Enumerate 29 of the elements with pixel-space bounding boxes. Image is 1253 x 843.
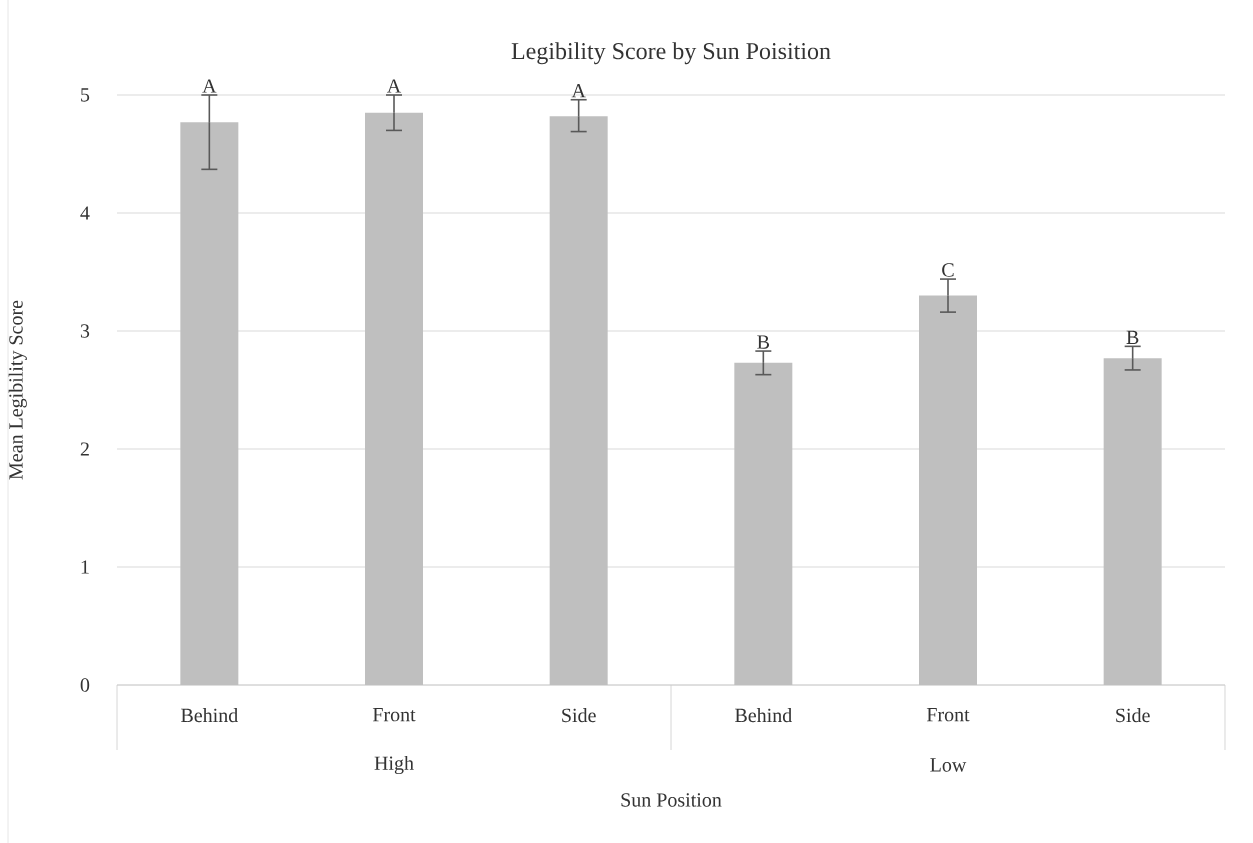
- text: Low: [930, 758, 967, 772]
- x-tick-label: Side: [562, 708, 596, 723]
- y-axis-title: Mean Legibility Score: [8, 300, 27, 480]
- bar: [365, 112, 423, 685]
- bar: [734, 362, 793, 685]
- x-tick-label: Behind: [735, 708, 792, 723]
- bar: [180, 122, 239, 685]
- chart-title: Legibility Score by Sun Poisition: [511, 42, 831, 65]
- annotation: A: [571, 84, 586, 98]
- bar: [549, 116, 608, 685]
- y-tick-label: 1: [81, 560, 89, 574]
- y-tick-label: 5: [81, 88, 90, 102]
- x-axis-title: Sun Position: [621, 793, 722, 807]
- y-tick-label: 0: [80, 678, 90, 692]
- x-tick-label: Front: [372, 708, 416, 722]
- y-tick-label: 2: [80, 442, 89, 456]
- y-tick-label: 4: [80, 206, 90, 220]
- text: A: [202, 79, 217, 93]
- text: High: [374, 755, 414, 775]
- y-tick-label: 3: [80, 324, 90, 338]
- x-tick-label: Behind: [181, 708, 238, 723]
- annotation: B: [1126, 330, 1139, 344]
- x-tick-label: Front: [926, 708, 970, 722]
- annotation: B: [757, 335, 770, 349]
- text: A: [386, 79, 402, 93]
- bar: [919, 295, 977, 685]
- x-tick-label: Side: [1116, 708, 1150, 723]
- bar: [1103, 358, 1162, 685]
- annotation: C: [942, 263, 954, 277]
